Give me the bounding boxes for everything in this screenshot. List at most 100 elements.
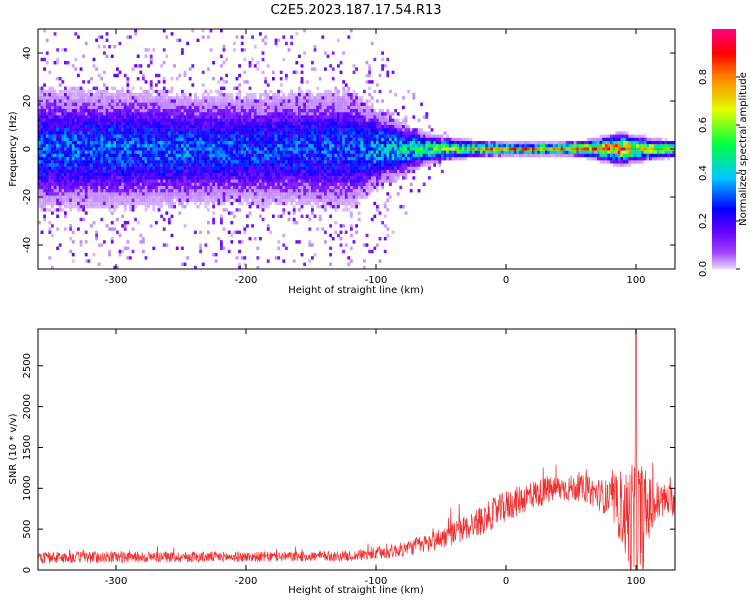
spectrogram-cell: [144, 150, 148, 154]
spectrogram-cell: [212, 221, 215, 225]
spectrogram-cell: [329, 141, 332, 145]
spectrogram-cell: [282, 192, 286, 196]
spectrogram-cell: [303, 96, 306, 100]
spectrogram-cell: [305, 99, 309, 103]
spectrogram-cell: [82, 89, 85, 94]
spectrogram-cell: [136, 115, 140, 119]
spectrogram-cell: [279, 131, 283, 135]
spectrogram-cell: [149, 96, 153, 100]
spectrogram-cell: [116, 131, 119, 135]
spectrogram-cell: [149, 179, 153, 183]
spectrogram-cell: [344, 243, 348, 247]
spectrogram-cell: [355, 128, 358, 132]
spectrogram-cell: [259, 173, 262, 177]
spectrogram-cell: [162, 29, 166, 33]
spectrogram-cell: [251, 112, 254, 116]
spectrogram-cell: [40, 105, 44, 110]
spectrogram-cell: [308, 163, 312, 167]
spectrogram-cell: [92, 185, 96, 190]
spectrogram-cell: [311, 93, 314, 97]
spectrogram-cell: [248, 163, 252, 167]
spectrogram-cell: [168, 195, 171, 199]
spectrogram-cell: [266, 144, 270, 148]
spectrogram-cell: [305, 93, 309, 97]
spectrogram-cell: [108, 96, 111, 100]
spectrogram-cell: [207, 105, 210, 110]
spectrogram-cell: [178, 182, 182, 186]
spectrogram-cell: [272, 77, 275, 81]
spectrogram-cell: [66, 102, 70, 106]
spectrogram-cell: [178, 169, 182, 174]
spectrogram-cell: [160, 160, 163, 164]
spectrogram-cell: [48, 227, 52, 231]
spectrogram-cell: [162, 192, 166, 196]
spectrogram-cell: [105, 112, 109, 116]
spectrogram-cell: [162, 109, 166, 113]
spectrogram-cell: [142, 141, 145, 145]
spectrogram-cell: [144, 89, 148, 94]
spectrogram-cell: [48, 115, 52, 119]
spectrogram-cell: [48, 166, 52, 170]
spectrogram-cell: [305, 109, 309, 113]
spectrogram-cell: [220, 29, 223, 33]
spectrogram-cell: [339, 153, 343, 158]
spectrogram-cell: [126, 115, 130, 119]
spectrogram-cell: [238, 144, 241, 148]
spectrogram-cell: [350, 166, 353, 170]
spectrogram-cell: [261, 131, 265, 135]
spectrogram-cell: [118, 189, 122, 193]
spectrogram-cell: [118, 176, 122, 180]
spectrogram-cell: [339, 131, 343, 135]
spectrogram-cell: [157, 118, 161, 122]
spectrogram-cell: [97, 189, 101, 193]
spectrogram-cell: [352, 198, 356, 202]
spectrogram-cell: [204, 153, 208, 158]
spectrogram-cell: [222, 93, 226, 97]
spectrogram-cell: [139, 109, 143, 113]
spectrogram-cell: [352, 192, 356, 196]
spectrogram-cell: [243, 173, 247, 177]
spectrogram-cell: [243, 134, 247, 138]
spectrogram-cell: [342, 163, 345, 167]
spectrogram-cell: [321, 227, 325, 231]
spectrogram-cell: [77, 105, 80, 110]
spectrogram-cell: [350, 99, 353, 103]
spectrogram-cell: [92, 163, 96, 167]
spectrogram-cell: [113, 179, 117, 183]
spectrogram-cell: [147, 121, 150, 126]
spectrogram-cell: [311, 192, 314, 196]
spectrogram-cell: [209, 121, 213, 126]
spectrogram-cell: [162, 96, 166, 100]
spectrogram-cell: [51, 112, 54, 116]
spectrogram-cell: [209, 48, 213, 52]
spectrogram-cell: [342, 166, 345, 170]
spectrogram-cell: [178, 153, 182, 158]
spectrogram-cell: [191, 182, 195, 186]
spectrogram-cell: [126, 118, 130, 122]
spectrogram-cell: [318, 173, 322, 177]
spectrogram-cell: [175, 96, 179, 100]
spectrogram-cell: [334, 105, 338, 110]
spectrogram-cell: [316, 121, 319, 126]
spectrogram-cell: [131, 118, 135, 122]
spectrogram-cell: [58, 182, 62, 186]
spectrogram-cell: [134, 189, 137, 193]
spectrogram-cell: [157, 99, 161, 103]
spectrogram-cell: [256, 150, 260, 154]
spectrogram-cell: [186, 189, 189, 193]
spectrogram-cell: [264, 141, 267, 145]
spectrogram-cell: [266, 105, 270, 110]
spectrogram-cell: [303, 112, 306, 116]
spectrogram-cell: [279, 105, 283, 110]
spectrogram-cell: [136, 169, 140, 174]
spectrogram-cell: [84, 109, 88, 113]
spectrogram-cell: [77, 137, 80, 142]
spectrogram-cell: [90, 195, 93, 199]
spectrogram-cell: [155, 131, 158, 135]
spectrogram-cell: [43, 214, 46, 218]
spectrogram-cell: [230, 128, 234, 132]
spectrogram-cell: [92, 173, 96, 177]
spectrogram-cell: [227, 147, 231, 151]
spectrogram-cell: [66, 150, 70, 154]
spectrogram-cell: [56, 163, 59, 167]
